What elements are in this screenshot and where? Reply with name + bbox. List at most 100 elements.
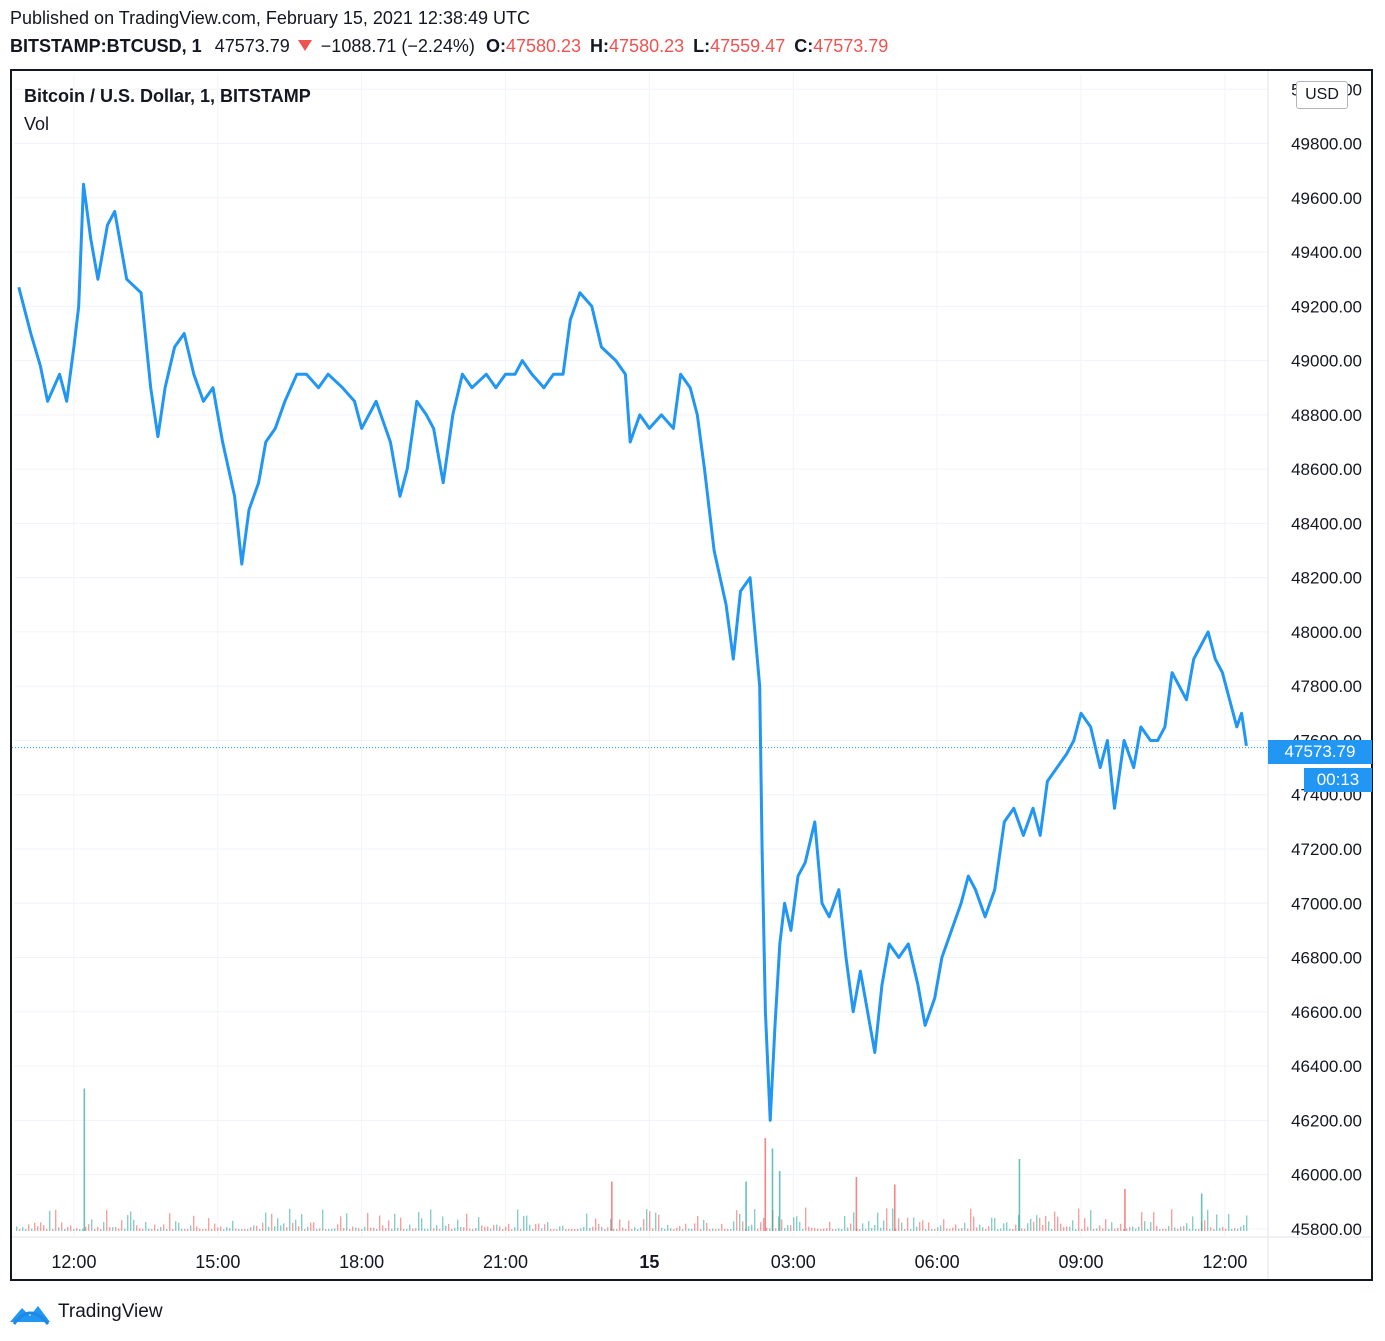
volume-bar [1072, 1220, 1074, 1231]
volume-bar [154, 1224, 156, 1231]
volume-bar [940, 1225, 942, 1231]
volume-bar [523, 1215, 525, 1231]
volume-bar [640, 1227, 642, 1231]
price-tick-label: 47000.00 [1291, 894, 1362, 913]
volume-bar [1048, 1221, 1050, 1231]
volume-spike [745, 1181, 747, 1231]
volume-bar [610, 1218, 612, 1231]
currency-badge[interactable]: USD [1296, 81, 1348, 109]
volume-bar [433, 1228, 435, 1231]
volume-bar [598, 1223, 600, 1231]
volume-bar [997, 1228, 999, 1231]
volume-bar [424, 1228, 426, 1231]
volume-bar [496, 1224, 498, 1231]
volume-bar [1114, 1228, 1116, 1231]
down-arrow-icon [297, 40, 312, 51]
volume-bar [28, 1224, 30, 1231]
volume-bar [100, 1228, 102, 1231]
volume-bar [898, 1218, 900, 1231]
footer-brand[interactable]: TradingView [58, 1301, 163, 1322]
footer[interactable]: TradingView [8, 1297, 163, 1327]
volume-bar [472, 1228, 474, 1231]
price-tick-label: 48600.00 [1291, 460, 1362, 479]
volume-bar [793, 1217, 795, 1231]
volume-bar [673, 1228, 675, 1231]
volume-bar [1228, 1213, 1230, 1231]
volume-bar [1171, 1209, 1173, 1231]
chart-frame[interactable]: 50000.0049800.0049600.0049400.0049200.00… [10, 69, 1373, 1281]
volume-bar [463, 1227, 465, 1231]
volume-bar [760, 1222, 762, 1231]
volume-bar [316, 1228, 318, 1231]
volume-bar [298, 1226, 300, 1231]
volume-bar [781, 1219, 783, 1231]
published-line: Published on TradingView.com, February 1… [10, 8, 530, 28]
volume-bar [964, 1222, 966, 1231]
high-label: H: [590, 36, 610, 56]
volume-bar [1195, 1228, 1197, 1231]
volume-spike [83, 1088, 86, 1231]
volume-bar [1216, 1214, 1218, 1231]
volume-bar [709, 1228, 711, 1231]
volume-bar [751, 1224, 753, 1231]
volume-bar [214, 1223, 216, 1231]
volume-bar [808, 1226, 810, 1231]
volume-bar [1042, 1225, 1044, 1231]
volume-bar [106, 1209, 108, 1231]
price-change: −1088.71 (−2.24%) [320, 36, 475, 56]
volume-bar [283, 1223, 285, 1231]
volume-bar [1027, 1223, 1029, 1231]
volume-bar [409, 1224, 411, 1231]
volume-bar [889, 1228, 891, 1231]
volume-bar [1240, 1226, 1242, 1231]
volume-spike [778, 1171, 781, 1231]
volume-bar [811, 1227, 813, 1231]
volume-bar [1096, 1228, 1098, 1231]
volume-bar [955, 1224, 957, 1231]
volume-bar [331, 1228, 333, 1231]
volume-bar [607, 1227, 609, 1231]
price-tick-label: 49600.00 [1291, 189, 1362, 208]
volume-bar [643, 1219, 645, 1231]
volume-bar [415, 1228, 417, 1231]
volume-bar [451, 1228, 453, 1231]
volume-bar [37, 1226, 39, 1231]
volume-bar [715, 1228, 717, 1231]
time-tick-label: 06:00 [915, 1252, 960, 1272]
volume-bar [307, 1226, 309, 1231]
volume-bar [136, 1225, 138, 1231]
volume-bar [1057, 1216, 1059, 1231]
volume-bar [820, 1228, 822, 1231]
volume-bar [394, 1213, 396, 1231]
price-tick-label: 48800.00 [1291, 406, 1362, 425]
volume-bar [835, 1228, 837, 1231]
volume-bar [274, 1226, 276, 1231]
volume-bar [883, 1220, 885, 1231]
volume-bar [169, 1213, 171, 1231]
volume-bar [229, 1228, 231, 1231]
price-chart[interactable]: 50000.0049800.0049600.0049400.0049200.00… [12, 71, 1371, 1279]
price-tick-label: 48400.00 [1291, 514, 1362, 533]
volume-bar [670, 1228, 672, 1231]
volume-bar [160, 1226, 162, 1231]
volume-bar [931, 1228, 933, 1231]
volume-bar [877, 1212, 879, 1231]
volume-bar [292, 1222, 294, 1231]
volume-bar [16, 1226, 18, 1231]
volume-bar [280, 1225, 282, 1231]
volume-bar [706, 1222, 708, 1231]
volume-bar [382, 1225, 384, 1231]
volume-bar [259, 1228, 261, 1231]
volume-bar [1243, 1224, 1245, 1231]
volume-bar [103, 1222, 105, 1231]
volume-bar [1141, 1212, 1143, 1231]
volume-bar [712, 1228, 714, 1231]
volume-bar [1105, 1219, 1107, 1231]
volume-bar [460, 1226, 462, 1231]
volume-bar [550, 1229, 552, 1231]
volume-bar [367, 1212, 369, 1231]
volume-bar [1039, 1217, 1041, 1231]
volume-bar [514, 1227, 516, 1231]
volume-bar [892, 1208, 894, 1231]
volume-bar [967, 1228, 969, 1231]
